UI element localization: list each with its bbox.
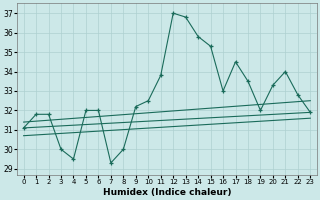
X-axis label: Humidex (Indice chaleur): Humidex (Indice chaleur) — [103, 188, 231, 197]
